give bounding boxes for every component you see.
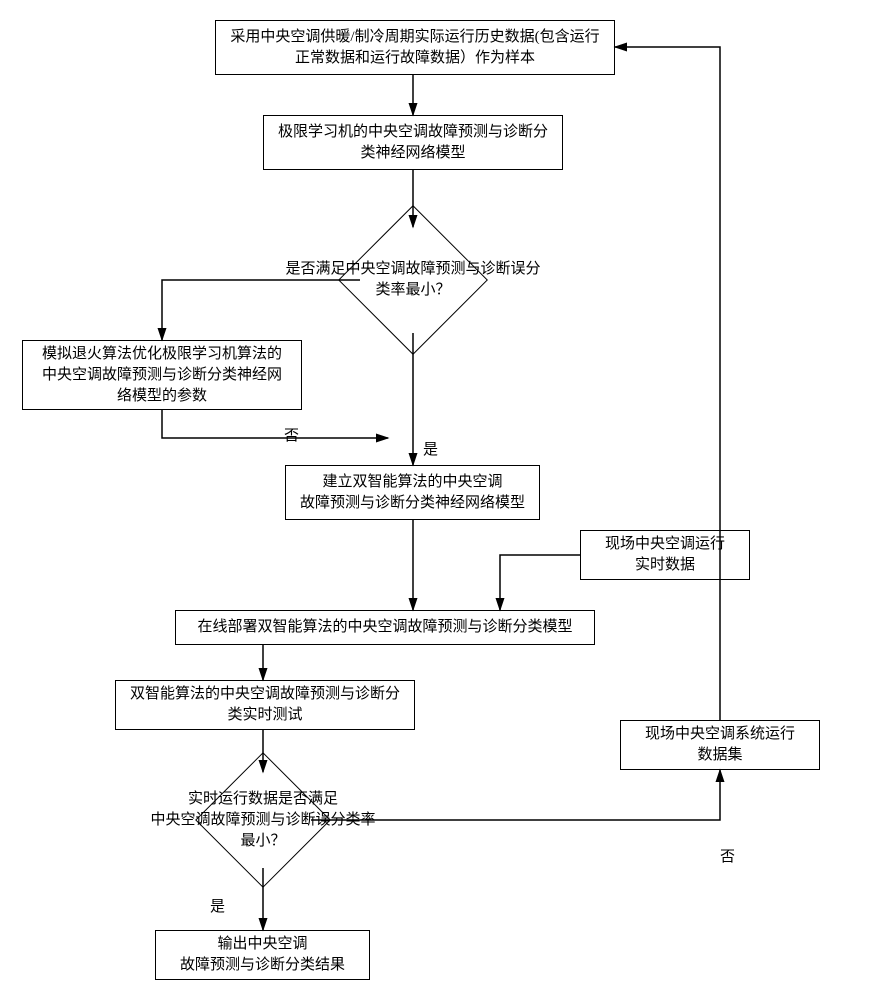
node-text: 在线部署双智能算法的中央空调故障预测与诊断分类模型 bbox=[197, 617, 572, 638]
label-yes-2: 是 bbox=[210, 895, 225, 916]
node-text: 现场中央空调系统运行数据集 bbox=[645, 724, 795, 766]
node-realtime-test: 双智能算法的中央空调故障预测与诊断分类实时测试 bbox=[115, 680, 415, 730]
node-text: 采用中央空调供暖/制冷周期实际运行历史数据(包含运行正常数据和运行故障数据）作为… bbox=[230, 27, 599, 69]
node-elm-model: 极限学习机的中央空调故障预测与诊断分类神经网络模型 bbox=[263, 115, 563, 170]
node-sa-optimize: 模拟退火算法优化极限学习机算法的中央空调故障预测与诊断分类神经网络模型的参数 bbox=[22, 340, 302, 410]
node-text: 模拟退火算法优化极限学习机算法的中央空调故障预测与诊断分类神经网络模型的参数 bbox=[42, 344, 282, 407]
node-sample-data: 采用中央空调供暖/制冷周期实际运行历史数据(包含运行正常数据和运行故障数据）作为… bbox=[215, 20, 615, 75]
node-field-dataset: 现场中央空调系统运行数据集 bbox=[620, 720, 820, 770]
node-text: 现场中央空调运行实时数据 bbox=[605, 534, 725, 576]
node-deploy: 在线部署双智能算法的中央空调故障预测与诊断分类模型 bbox=[175, 610, 595, 645]
node-dual-model: 建立双智能算法的中央空调故障预测与诊断分类神经网络模型 bbox=[285, 465, 540, 520]
decision-min-error-1 bbox=[338, 205, 488, 355]
decision-min-error-2 bbox=[195, 752, 331, 888]
node-live-data: 现场中央空调运行实时数据 bbox=[580, 530, 750, 580]
label-no-1: 否 bbox=[284, 424, 299, 445]
node-text: 建立双智能算法的中央空调故障预测与诊断分类神经网络模型 bbox=[300, 472, 525, 514]
label-yes-1: 是 bbox=[423, 438, 438, 459]
label-no-2: 否 bbox=[720, 845, 735, 866]
node-text: 双智能算法的中央空调故障预测与诊断分类实时测试 bbox=[130, 684, 400, 726]
node-output: 输出中央空调故障预测与诊断分类结果 bbox=[155, 930, 370, 980]
node-text: 输出中央空调故障预测与诊断分类结果 bbox=[180, 934, 345, 976]
node-text: 极限学习机的中央空调故障预测与诊断分类神经网络模型 bbox=[278, 122, 548, 164]
